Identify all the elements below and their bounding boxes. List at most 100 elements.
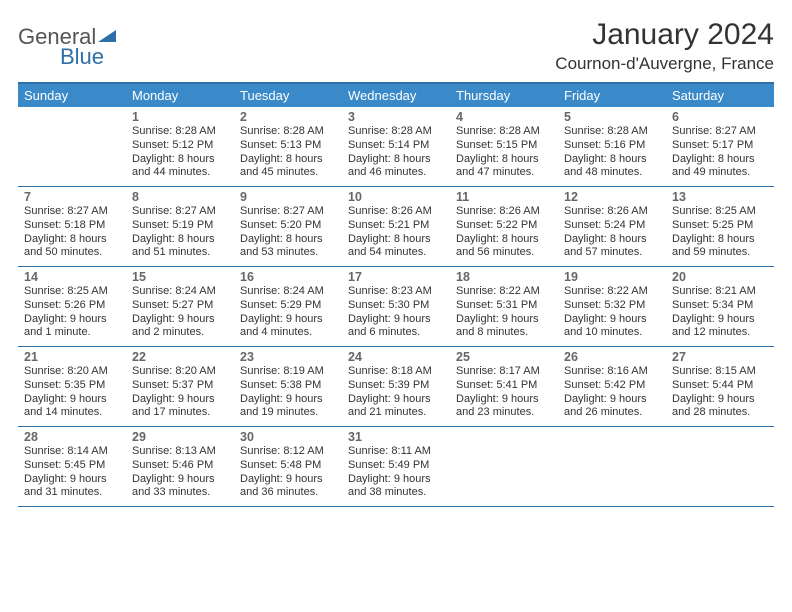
day-info: Sunrise: 8:22 AMSunset: 5:32 PMDaylight:…	[564, 285, 660, 340]
calendar-day-cell: 25Sunrise: 8:17 AMSunset: 5:41 PMDayligh…	[450, 347, 558, 426]
day-info: Sunrise: 8:26 AMSunset: 5:21 PMDaylight:…	[348, 205, 444, 260]
calendar-day-cell: 30Sunrise: 8:12 AMSunset: 5:48 PMDayligh…	[234, 427, 342, 506]
day-number: 1	[132, 110, 228, 124]
day-number: 26	[564, 350, 660, 364]
day-number: 7	[24, 190, 120, 204]
calendar-day-cell: 11Sunrise: 8:26 AMSunset: 5:22 PMDayligh…	[450, 187, 558, 266]
day-info: Sunrise: 8:28 AMSunset: 5:13 PMDaylight:…	[240, 125, 336, 180]
top-bar: General Blue January 2024 Cournon-d'Auve…	[18, 18, 774, 76]
day-info: Sunrise: 8:22 AMSunset: 5:31 PMDaylight:…	[456, 285, 552, 340]
day-number: 6	[672, 110, 768, 124]
day-number: 14	[24, 270, 120, 284]
calendar-day-cell: 14Sunrise: 8:25 AMSunset: 5:26 PMDayligh…	[18, 267, 126, 346]
logo-blue: Blue	[60, 44, 104, 69]
day-number: 15	[132, 270, 228, 284]
calendar-day-cell: 27Sunrise: 8:15 AMSunset: 5:44 PMDayligh…	[666, 347, 774, 426]
day-number: 31	[348, 430, 444, 444]
day-number: 4	[456, 110, 552, 124]
day-info: Sunrise: 8:15 AMSunset: 5:44 PMDaylight:…	[672, 365, 768, 420]
calendar-day-cell: 24Sunrise: 8:18 AMSunset: 5:39 PMDayligh…	[342, 347, 450, 426]
col-header: Wednesday	[342, 84, 450, 107]
calendar-day-cell: 4Sunrise: 8:28 AMSunset: 5:15 PMDaylight…	[450, 107, 558, 186]
day-info: Sunrise: 8:20 AMSunset: 5:35 PMDaylight:…	[24, 365, 120, 420]
day-number: 11	[456, 190, 552, 204]
day-number: 23	[240, 350, 336, 364]
calendar-day-cell: 8Sunrise: 8:27 AMSunset: 5:19 PMDaylight…	[126, 187, 234, 266]
day-info: Sunrise: 8:27 AMSunset: 5:17 PMDaylight:…	[672, 125, 768, 180]
day-number: 8	[132, 190, 228, 204]
calendar-day-cell: 31Sunrise: 8:11 AMSunset: 5:49 PMDayligh…	[342, 427, 450, 506]
day-number: 24	[348, 350, 444, 364]
day-number: 28	[24, 430, 120, 444]
logo-text: General Blue	[18, 24, 116, 76]
day-info: Sunrise: 8:28 AMSunset: 5:14 PMDaylight:…	[348, 125, 444, 180]
day-number: 21	[24, 350, 120, 364]
calendar-day-cell: 2Sunrise: 8:28 AMSunset: 5:13 PMDaylight…	[234, 107, 342, 186]
day-info: Sunrise: 8:24 AMSunset: 5:27 PMDaylight:…	[132, 285, 228, 340]
calendar-week-row: 21Sunrise: 8:20 AMSunset: 5:35 PMDayligh…	[18, 347, 774, 427]
day-number: 18	[456, 270, 552, 284]
day-number: 20	[672, 270, 768, 284]
calendar-day-cell: 16Sunrise: 8:24 AMSunset: 5:29 PMDayligh…	[234, 267, 342, 346]
location-subtitle: Cournon-d'Auvergne, France	[555, 54, 774, 74]
day-number: 5	[564, 110, 660, 124]
day-info: Sunrise: 8:18 AMSunset: 5:39 PMDaylight:…	[348, 365, 444, 420]
calendar-day-cell	[450, 427, 558, 506]
day-number: 25	[456, 350, 552, 364]
calendar-week-row: 1Sunrise: 8:28 AMSunset: 5:12 PMDaylight…	[18, 107, 774, 187]
day-info: Sunrise: 8:27 AMSunset: 5:20 PMDaylight:…	[240, 205, 336, 260]
calendar-day-cell: 1Sunrise: 8:28 AMSunset: 5:12 PMDaylight…	[126, 107, 234, 186]
day-info: Sunrise: 8:26 AMSunset: 5:24 PMDaylight:…	[564, 205, 660, 260]
day-number: 30	[240, 430, 336, 444]
calendar-day-cell: 20Sunrise: 8:21 AMSunset: 5:34 PMDayligh…	[666, 267, 774, 346]
day-info: Sunrise: 8:25 AMSunset: 5:25 PMDaylight:…	[672, 205, 768, 260]
calendar-day-cell	[18, 107, 126, 186]
day-number: 29	[132, 430, 228, 444]
calendar-day-cell: 5Sunrise: 8:28 AMSunset: 5:16 PMDaylight…	[558, 107, 666, 186]
day-info: Sunrise: 8:28 AMSunset: 5:16 PMDaylight:…	[564, 125, 660, 180]
month-year-title: January 2024	[555, 18, 774, 52]
calendar: Sunday Monday Tuesday Wednesday Thursday…	[18, 82, 774, 507]
day-number: 13	[672, 190, 768, 204]
col-header: Monday	[126, 84, 234, 107]
day-info: Sunrise: 8:19 AMSunset: 5:38 PMDaylight:…	[240, 365, 336, 420]
calendar-day-cell: 19Sunrise: 8:22 AMSunset: 5:32 PMDayligh…	[558, 267, 666, 346]
day-info: Sunrise: 8:27 AMSunset: 5:19 PMDaylight:…	[132, 205, 228, 260]
logo: General Blue	[18, 18, 116, 76]
calendar-day-cell: 6Sunrise: 8:27 AMSunset: 5:17 PMDaylight…	[666, 107, 774, 186]
calendar-day-cell: 13Sunrise: 8:25 AMSunset: 5:25 PMDayligh…	[666, 187, 774, 266]
calendar-week-row: 28Sunrise: 8:14 AMSunset: 5:45 PMDayligh…	[18, 427, 774, 507]
day-info: Sunrise: 8:21 AMSunset: 5:34 PMDaylight:…	[672, 285, 768, 340]
calendar-day-cell: 23Sunrise: 8:19 AMSunset: 5:38 PMDayligh…	[234, 347, 342, 426]
col-header: Saturday	[666, 84, 774, 107]
col-header: Thursday	[450, 84, 558, 107]
day-info: Sunrise: 8:28 AMSunset: 5:12 PMDaylight:…	[132, 125, 228, 180]
day-number: 12	[564, 190, 660, 204]
calendar-day-cell: 17Sunrise: 8:23 AMSunset: 5:30 PMDayligh…	[342, 267, 450, 346]
day-info: Sunrise: 8:25 AMSunset: 5:26 PMDaylight:…	[24, 285, 120, 340]
day-number: 2	[240, 110, 336, 124]
day-info: Sunrise: 8:12 AMSunset: 5:48 PMDaylight:…	[240, 445, 336, 500]
day-number: 16	[240, 270, 336, 284]
calendar-header-row: Sunday Monday Tuesday Wednesday Thursday…	[18, 84, 774, 107]
title-block: January 2024 Cournon-d'Auvergne, France	[555, 18, 774, 74]
calendar-day-cell: 12Sunrise: 8:26 AMSunset: 5:24 PMDayligh…	[558, 187, 666, 266]
day-number: 22	[132, 350, 228, 364]
day-number: 10	[348, 190, 444, 204]
day-number: 3	[348, 110, 444, 124]
calendar-day-cell: 10Sunrise: 8:26 AMSunset: 5:21 PMDayligh…	[342, 187, 450, 266]
calendar-day-cell: 7Sunrise: 8:27 AMSunset: 5:18 PMDaylight…	[18, 187, 126, 266]
day-info: Sunrise: 8:24 AMSunset: 5:29 PMDaylight:…	[240, 285, 336, 340]
calendar-day-cell: 22Sunrise: 8:20 AMSunset: 5:37 PMDayligh…	[126, 347, 234, 426]
day-info: Sunrise: 8:20 AMSunset: 5:37 PMDaylight:…	[132, 365, 228, 420]
col-header: Friday	[558, 84, 666, 107]
col-header: Sunday	[18, 84, 126, 107]
day-number: 19	[564, 270, 660, 284]
calendar-day-cell	[666, 427, 774, 506]
day-info: Sunrise: 8:11 AMSunset: 5:49 PMDaylight:…	[348, 445, 444, 500]
calendar-day-cell: 9Sunrise: 8:27 AMSunset: 5:20 PMDaylight…	[234, 187, 342, 266]
day-number: 27	[672, 350, 768, 364]
calendar-day-cell: 29Sunrise: 8:13 AMSunset: 5:46 PMDayligh…	[126, 427, 234, 506]
day-info: Sunrise: 8:26 AMSunset: 5:22 PMDaylight:…	[456, 205, 552, 260]
calendar-day-cell: 3Sunrise: 8:28 AMSunset: 5:14 PMDaylight…	[342, 107, 450, 186]
